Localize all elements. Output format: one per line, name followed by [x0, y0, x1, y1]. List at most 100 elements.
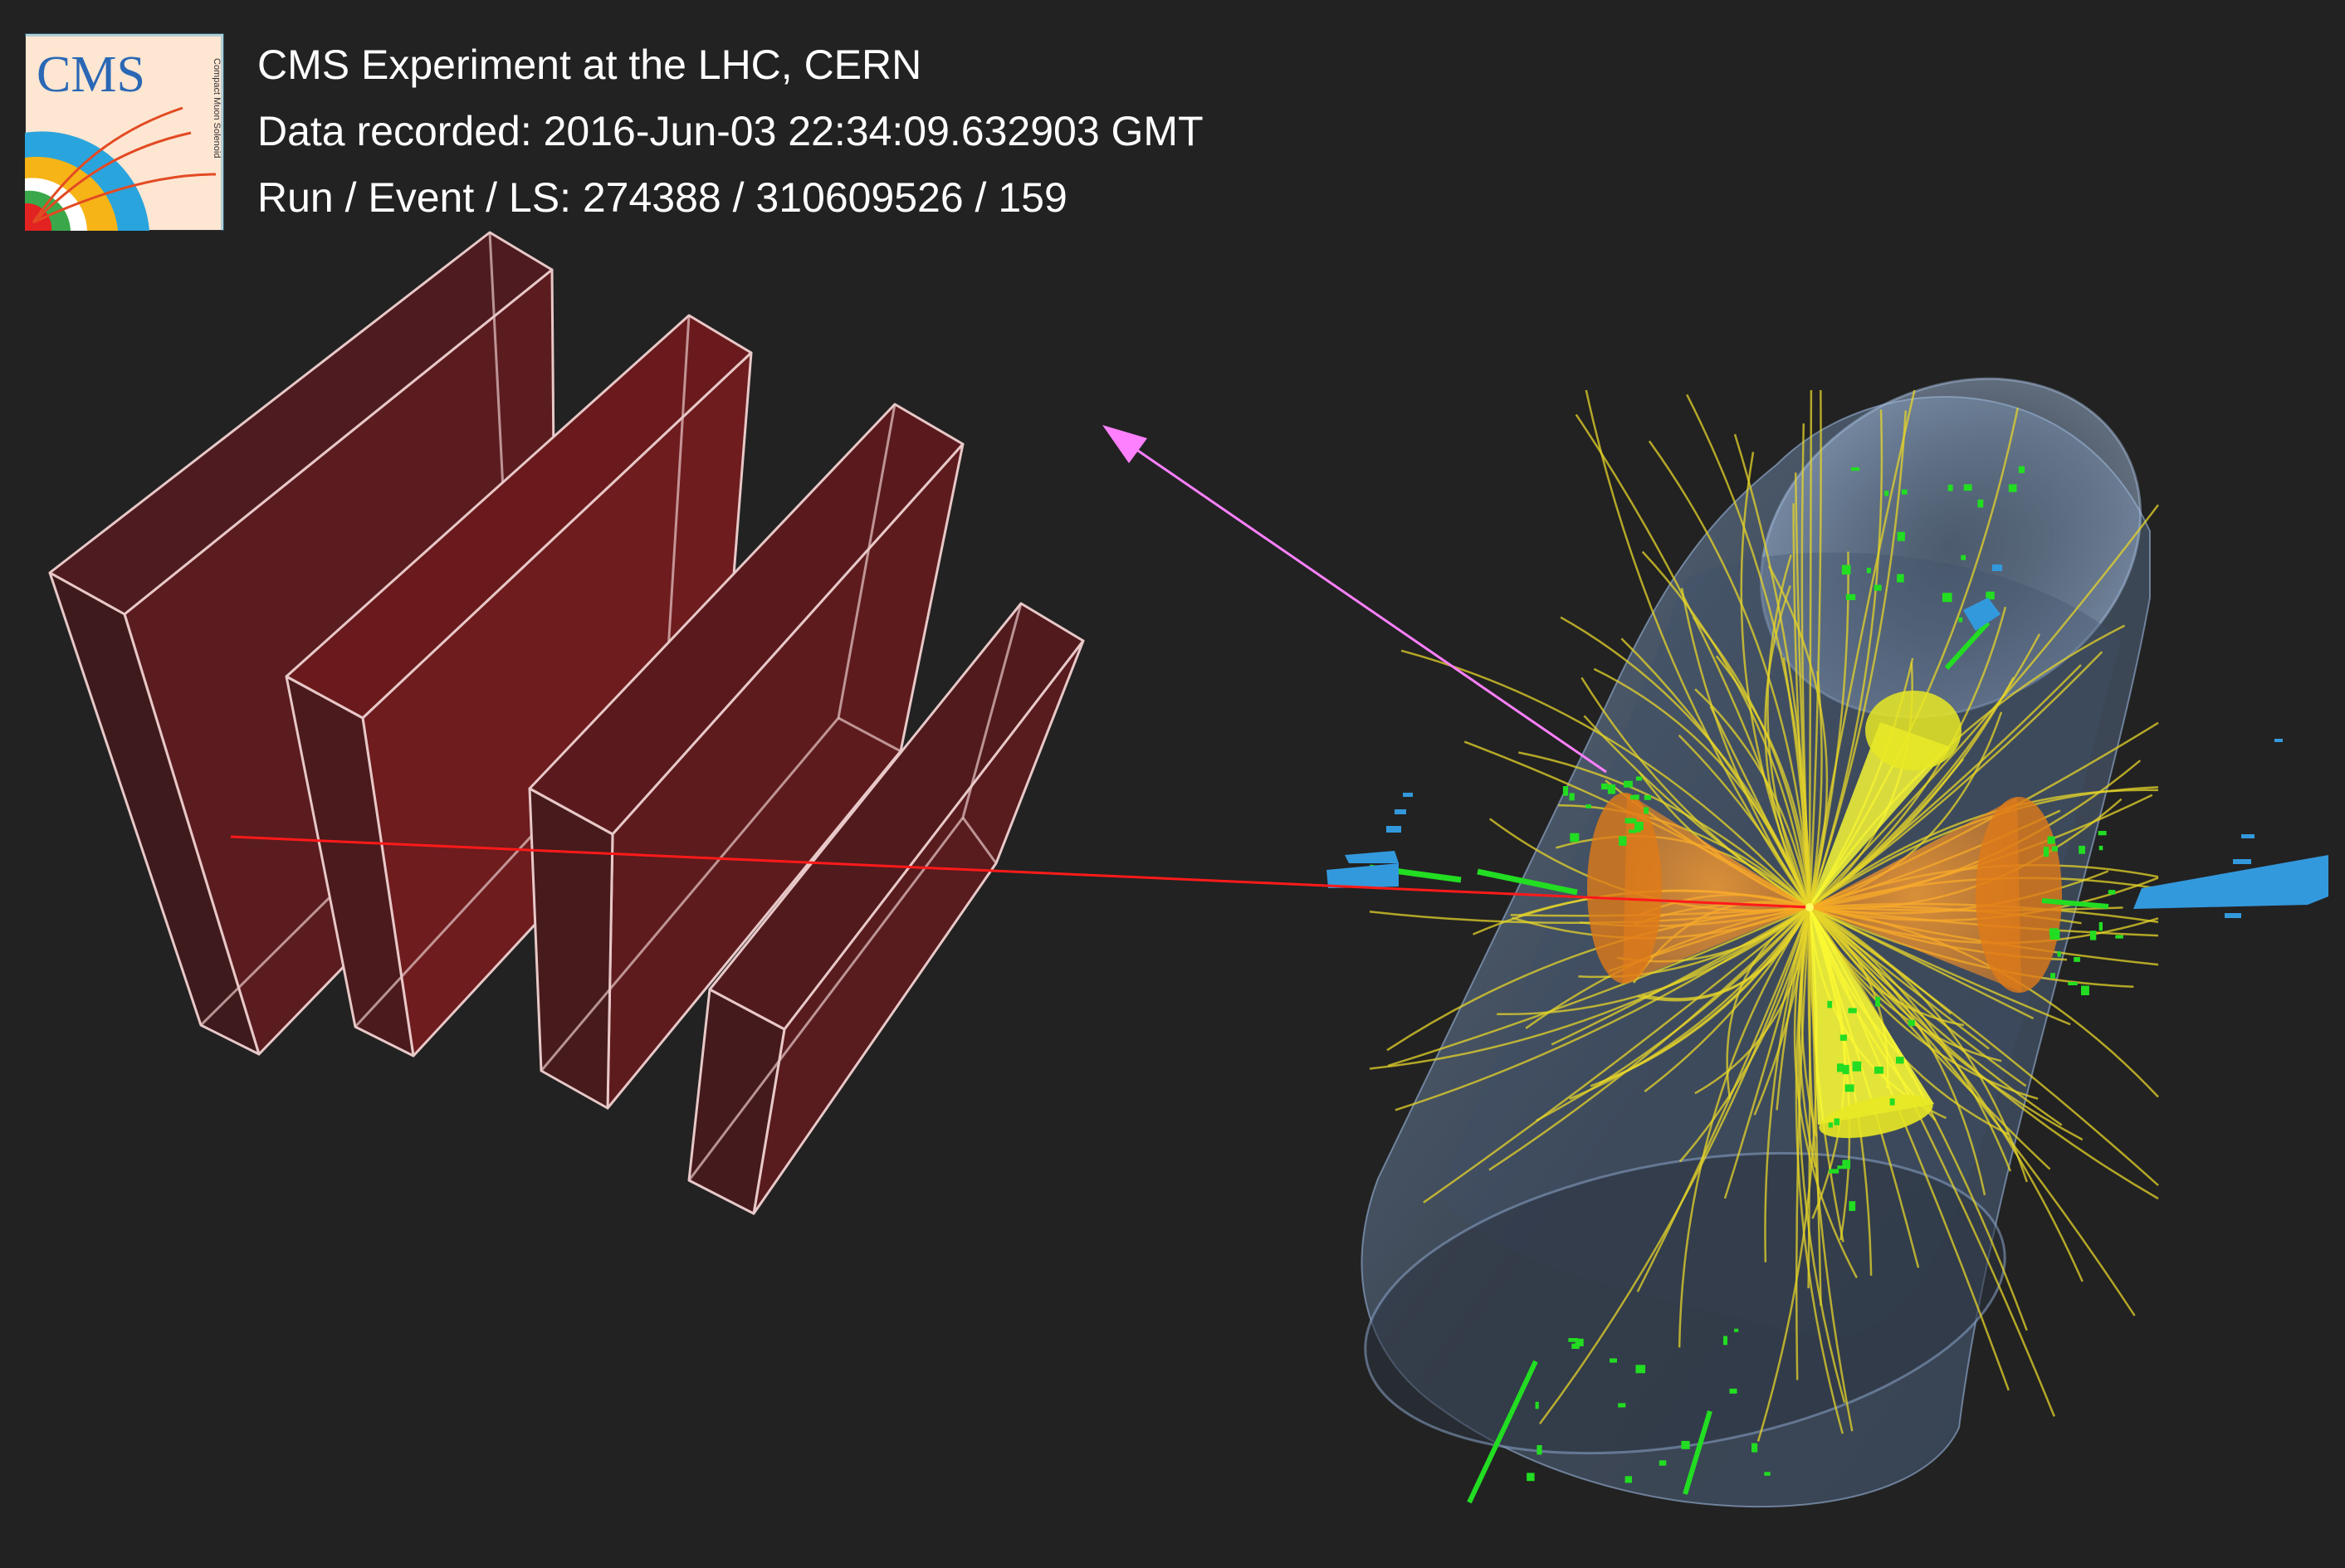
hit [2050, 973, 2055, 979]
hit [1729, 1388, 1737, 1394]
logo-subtext: Compact Muon Solenoid [212, 58, 222, 158]
track [1569, 906, 1811, 1100]
hit [1963, 484, 1972, 491]
data-recorded: Data recorded: 2016-Jun-03 22:34:09.6329… [257, 108, 1204, 154]
hit [1681, 1440, 1690, 1449]
hit [2057, 951, 2061, 957]
track [1809, 906, 2136, 1316]
track [1809, 906, 2012, 1172]
track [1808, 389, 1822, 908]
hit [1562, 786, 1569, 796]
hit [1908, 1019, 1915, 1027]
hit [2089, 931, 2097, 940]
track [1809, 906, 1986, 1195]
hit [2008, 484, 2017, 492]
muon-chamber-4 [687, 602, 1085, 1215]
hit [1834, 1118, 1840, 1126]
event-info: CMS Experiment at the LHC, CERN Data rec… [257, 32, 1204, 231]
hit [1624, 780, 1633, 788]
hit [1839, 1034, 1847, 1041]
hit [2079, 845, 2085, 854]
hit [1619, 836, 1627, 846]
hit [1896, 1057, 1904, 1064]
calo-cell [2274, 739, 2283, 742]
calo-tower-right [2133, 855, 2328, 909]
hit [1889, 1098, 1895, 1106]
track [1488, 906, 1810, 1171]
hit [2098, 831, 2107, 836]
hit [1659, 1460, 1667, 1466]
hit [1624, 1476, 1632, 1483]
track [1809, 606, 2007, 908]
hit [1576, 1338, 1584, 1346]
hit [1848, 1008, 1857, 1014]
hit [1897, 574, 1904, 583]
track [1686, 393, 1811, 908]
hit [1874, 584, 1882, 591]
hit [1527, 1473, 1535, 1482]
hit [1897, 531, 1905, 541]
hit [1942, 593, 1952, 603]
hit [2098, 921, 2103, 931]
hit [1875, 996, 1880, 1007]
calo-tower-top [1963, 598, 2001, 631]
hit [1850, 467, 1860, 471]
muon-track [230, 835, 1810, 909]
hit [1610, 1358, 1617, 1363]
track [1578, 906, 1810, 979]
hit [1569, 793, 1575, 801]
hit [1634, 825, 1641, 833]
track [1808, 389, 1916, 908]
calo-cell [1403, 793, 1413, 797]
hit [1607, 784, 1615, 794]
hit [1901, 489, 1908, 495]
track [1583, 715, 1810, 909]
calo-cell [1386, 826, 1401, 833]
hit [2115, 935, 2123, 939]
hit [1842, 1160, 1851, 1170]
hit [1751, 1443, 1758, 1453]
muon-chamber-2 [285, 314, 753, 1058]
run-event-ls: Run / Event / LS: 274388 / 310609526 / 1… [257, 174, 1067, 221]
track [1809, 906, 1952, 1015]
hit [1842, 1064, 1849, 1075]
track [1723, 906, 1811, 1199]
hit [1536, 1445, 1542, 1455]
muon-chamber-3 [528, 403, 965, 1110]
track [1740, 452, 1811, 908]
hit [2081, 985, 2089, 995]
jet-cone-left [1587, 793, 1810, 984]
jet-cone-up [1810, 691, 1961, 907]
calo-cell [1395, 809, 1406, 814]
hit [2043, 847, 2049, 857]
hit [1618, 1403, 1626, 1408]
hit [1947, 484, 1953, 491]
track [1423, 906, 1810, 1204]
track [1538, 906, 1811, 1424]
hit [1884, 491, 1889, 496]
track [1387, 906, 1810, 1067]
hit [1829, 1169, 1839, 1174]
experiment-title: CMS Experiment at the LHC, CERN [257, 42, 922, 88]
track [1395, 906, 1810, 1111]
track [1809, 906, 2035, 1020]
hit [2108, 890, 2116, 895]
hit [1630, 795, 1636, 800]
hit [1644, 807, 1649, 814]
hit [1723, 1336, 1727, 1346]
hit [1845, 593, 1856, 600]
hit [1535, 1401, 1539, 1409]
hit [1635, 1365, 1646, 1374]
hit [1852, 1061, 1862, 1072]
track [1680, 588, 1811, 908]
hit [1841, 564, 1851, 575]
track [1776, 906, 1811, 1111]
calo-tower-left-2 [1345, 851, 1399, 863]
track [1809, 906, 2063, 1126]
calo-tower-left [1326, 863, 1399, 888]
hit [2051, 846, 2058, 852]
hit [1644, 795, 1651, 800]
hit [1844, 1084, 1854, 1092]
primary-vertex [1805, 903, 1814, 911]
hit [1828, 1122, 1833, 1128]
